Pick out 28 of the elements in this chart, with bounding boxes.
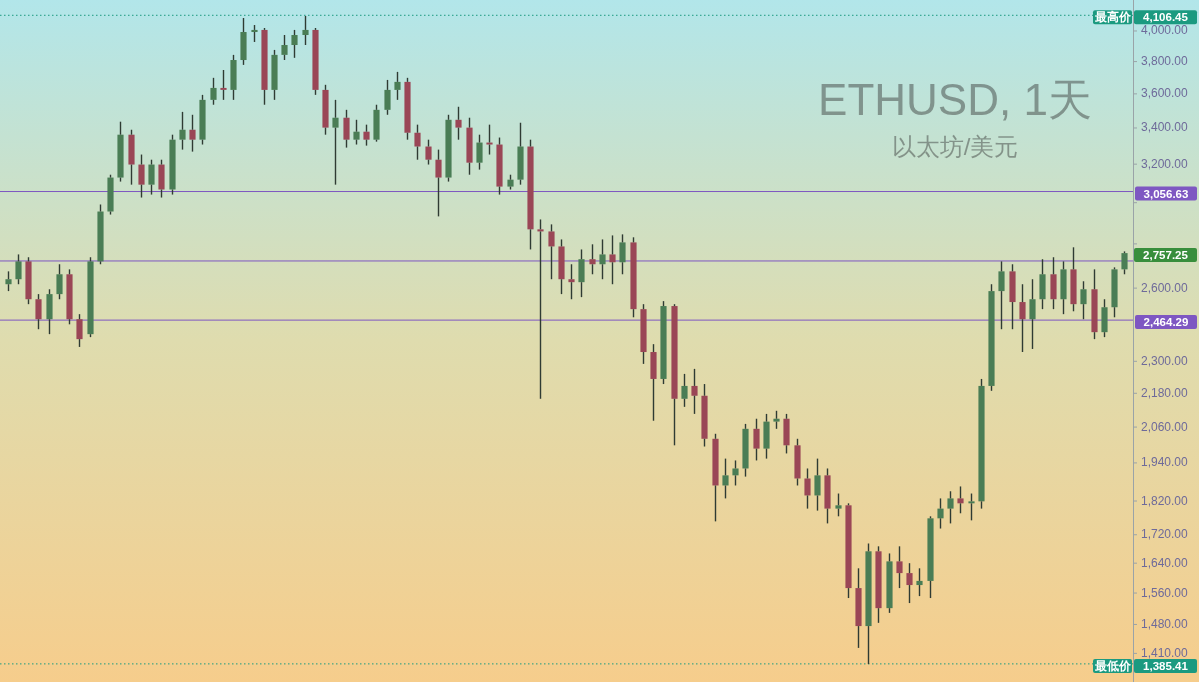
ref-label: 3,056.63 bbox=[1143, 187, 1189, 200]
ytick: 2,180.00 bbox=[1141, 385, 1188, 400]
candlestick bbox=[855, 567, 862, 649]
subtitle: 以太坊/美元 bbox=[891, 133, 1019, 160]
ytick: 4,000.00 bbox=[1141, 23, 1188, 38]
ytick: 2,300.00 bbox=[1141, 353, 1188, 368]
ytick: 3,800.00 bbox=[1141, 54, 1188, 69]
annotation: 2,757.25 bbox=[1143, 249, 1188, 262]
ytick: 3,400.00 bbox=[1141, 120, 1188, 135]
ref-label: 最低价 bbox=[1094, 659, 1131, 672]
ytick: 1,410.00 bbox=[1141, 645, 1188, 660]
ytick: 1,720.00 bbox=[1141, 527, 1188, 542]
annotation: 4,106.45 bbox=[1143, 11, 1188, 24]
ref-label: 最高价 bbox=[1094, 11, 1131, 24]
ytick: 1,640.00 bbox=[1141, 555, 1188, 570]
candlestick bbox=[1029, 278, 1036, 350]
candlestick bbox=[609, 234, 616, 285]
ytick: 3,200.00 bbox=[1141, 156, 1188, 171]
ytick: 1,820.00 bbox=[1141, 493, 1188, 508]
ytick: 1,480.00 bbox=[1141, 616, 1188, 631]
ytick: 1,560.00 bbox=[1141, 585, 1188, 600]
ytick: 2,060.00 bbox=[1141, 419, 1188, 434]
ytick: 3,600.00 bbox=[1141, 86, 1188, 101]
ref-label: 2,464.29 bbox=[1143, 316, 1189, 329]
annotation: 1,385.41 bbox=[1143, 659, 1188, 672]
ytick: 2,600.00 bbox=[1141, 280, 1188, 295]
title: ETHUSD, 1天 bbox=[818, 75, 1092, 124]
ytick: 1,940.00 bbox=[1141, 455, 1188, 470]
